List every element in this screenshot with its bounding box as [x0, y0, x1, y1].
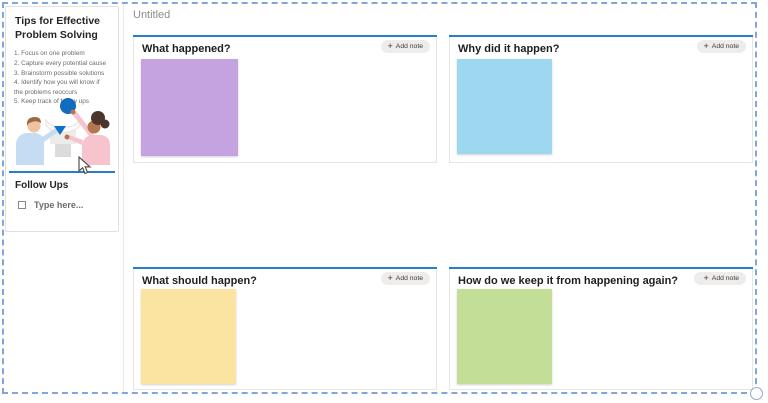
- sticky-note-purple[interactable]: [141, 59, 238, 156]
- add-note-label: Add note: [395, 43, 423, 50]
- tip-item: 3. Brainstorm possible solutions: [14, 69, 105, 77]
- plus-icon: +: [703, 273, 709, 283]
- woman-forward-arm: [68, 135, 83, 145]
- quadrant-question: What happened?: [142, 43, 231, 55]
- quadrant-what-happened: What happened? + Add note: [133, 35, 437, 163]
- add-note-button[interactable]: + Add note: [696, 40, 746, 53]
- quadrant-what-should-happen: What should happen? + Add note: [133, 267, 437, 390]
- man-body: [16, 133, 44, 165]
- man-arm: [42, 128, 58, 142]
- man-hair: [26, 117, 41, 126]
- add-note-button[interactable]: + Add note: [380, 272, 430, 285]
- resize-handle[interactable]: [750, 387, 763, 400]
- quadrant-accent-line: [133, 35, 437, 37]
- quadrant-question: How do we keep it from happening again?: [458, 275, 679, 287]
- follow-up-placeholder: Type here...: [34, 200, 84, 210]
- plus-icon: +: [387, 273, 393, 283]
- woman-raised-arm: [72, 111, 94, 137]
- add-note-button[interactable]: + Add note: [693, 272, 746, 285]
- board-title[interactable]: Untitled: [133, 9, 171, 21]
- sidebar-canvas-divider: [123, 2, 124, 394]
- quadrant-accent-line: [133, 267, 437, 269]
- quadrant-why-did-it-happen: Why did it happen? + Add note: [449, 35, 753, 163]
- add-note-label: Add note: [711, 43, 739, 50]
- man-head: [27, 119, 41, 133]
- blue-funnel: [54, 126, 66, 135]
- tip-item: 2. Capture every potential cause: [14, 59, 107, 67]
- people-collaboration-illustration: [16, 98, 110, 165]
- tip-item: 1. Focus on one problem: [14, 50, 85, 58]
- add-note-label: Add note: [711, 275, 739, 282]
- tips-panel: Tips for Effective Problem Solving 1. Fo…: [5, 6, 119, 232]
- plus-icon: +: [703, 41, 709, 51]
- woman-hand: [64, 134, 70, 140]
- plus-icon: +: [387, 41, 393, 51]
- tips-list: 1. Focus on one problem 2. Capture every…: [6, 49, 118, 107]
- quadrant-accent-line: [449, 267, 753, 269]
- sticky-note-blue[interactable]: [457, 59, 552, 154]
- woman-body: [82, 135, 110, 165]
- section-divider: [9, 171, 115, 173]
- add-note-button[interactable]: + Add note: [380, 40, 430, 53]
- add-note-label: Add note: [395, 275, 423, 282]
- quadrant-question: Why did it happen?: [458, 43, 560, 55]
- follow-ups-title: Follow Ups: [15, 180, 69, 191]
- tip-item: 5. Keep track of follow ups: [14, 98, 89, 106]
- tips-title: Tips for Effective Problem Solving: [15, 15, 100, 41]
- follow-up-input[interactable]: Type here...: [18, 200, 83, 210]
- quadrant-question: What should happen?: [142, 275, 257, 287]
- sticky-note-green[interactable]: [457, 289, 552, 384]
- tip-item: 4. Identify how you will know if the pro…: [14, 79, 100, 96]
- checkbox-icon[interactable]: [18, 201, 26, 209]
- quadrant-accent-line: [449, 35, 753, 37]
- mouse-cursor: [78, 156, 92, 175]
- pedestal-base: [55, 144, 71, 157]
- quadrant-prevent-recurrence: How do we keep it from happening again? …: [449, 267, 753, 390]
- sticky-note-yellow[interactable]: [141, 289, 236, 384]
- woman-hair: [100, 119, 110, 129]
- woman-hand: [70, 109, 76, 115]
